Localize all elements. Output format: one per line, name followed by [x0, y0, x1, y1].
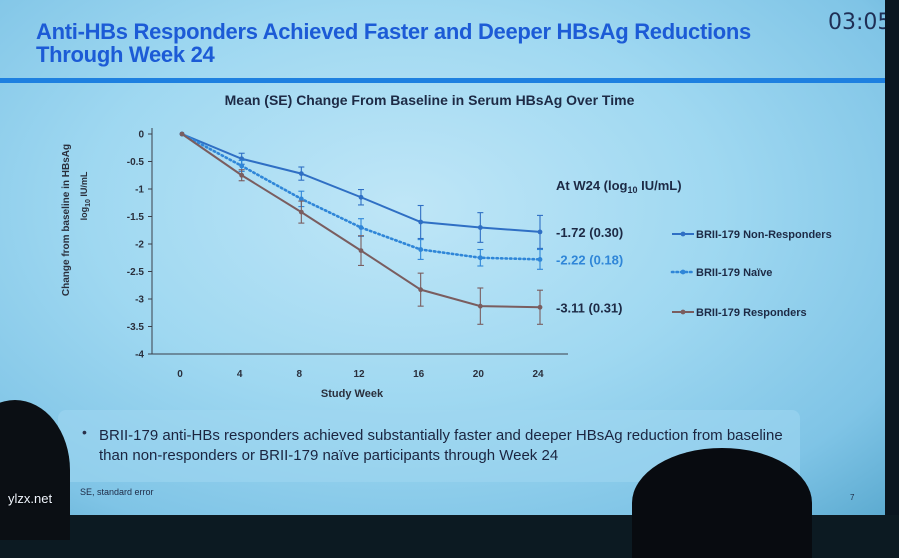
data-point [358, 225, 364, 230]
x-tick-label: 4 [237, 369, 243, 380]
bullet-marker: • [82, 424, 87, 440]
y-tick-label: -1.5 [127, 212, 145, 223]
page-number: 7 [850, 493, 855, 502]
x-tick-label: 16 [413, 369, 425, 380]
data-point [477, 303, 483, 309]
footnote: SE, standard error [80, 487, 154, 497]
legend-entry: BRII-179 Naïve [670, 267, 772, 279]
data-point [298, 196, 304, 202]
x-tick-label: 0 [177, 369, 183, 380]
data-point [537, 304, 543, 310]
series-naive [179, 131, 543, 270]
data-point [239, 163, 245, 169]
chart-title: Mean (SE) Change From Baseline in Serum … [224, 92, 635, 108]
y-tick-label: 0 [138, 130, 144, 141]
hbsag-line-chart: 0 -0.5 -1 -1.5 -2 -2.5 -3 -3.5 -4 0 4 8 12 16 20 24 Stud… [61, 128, 832, 400]
w24-annotation-header: At W24 (log10 IU/mL) [556, 178, 682, 195]
legend-label: BRII-179 Responders [696, 307, 807, 319]
data-point [418, 219, 424, 225]
title-divider [0, 78, 899, 83]
y-tick-label: -1 [135, 185, 144, 196]
data-point [418, 287, 424, 293]
data-point [358, 248, 364, 254]
watermark: ylzx.net [8, 491, 53, 506]
w24-value-label: -3.11 (0.31) [556, 300, 623, 315]
data-point [537, 257, 543, 262]
data-point [477, 225, 483, 230]
x-tick-label: 8 [297, 369, 303, 380]
legend-label: BRII-179 Naïve [696, 267, 772, 279]
legend-label: BRII-179 Non-Responders [696, 229, 832, 241]
data-point [358, 194, 364, 200]
legend-marker [680, 231, 686, 237]
data-point [477, 255, 483, 261]
series-line [181, 133, 541, 233]
w24-value-label: -1.72 (0.30) [556, 225, 623, 240]
x-tick-label: 12 [353, 369, 365, 380]
clock-timer: 03:05 [828, 10, 892, 35]
y-tick-label: -3 [135, 295, 144, 306]
screen-edge [885, 0, 899, 515]
y-tick-label: -2.5 [127, 267, 145, 278]
chart-axes: 0 -0.5 -1 -1.5 -2 -2.5 -3 -3.5 -4 0 4 8 12 16 20 24 Stud… [61, 128, 568, 400]
x-tick-label: 20 [473, 369, 485, 380]
audience-head-right [632, 448, 812, 558]
data-point [537, 229, 543, 235]
data-point [418, 247, 424, 252]
legend-entry: BRII-179 Non-Responders [672, 229, 832, 241]
chart-series [179, 131, 543, 325]
w24-value-label: -2.22 (0.18) [556, 252, 623, 267]
chart-labels: At W24 (log10 IU/mL) -1.72 (0.30) BRII-179… [556, 178, 832, 319]
series-responders [179, 131, 543, 325]
bullet-text: BRII-179 anti-HBs responders achieved su… [99, 427, 783, 464]
y-tick-label: -0.5 [127, 157, 145, 168]
x-axis-title: Study Week [321, 388, 384, 400]
y-tick-label: -3.5 [127, 322, 145, 333]
legend-marker [680, 309, 686, 315]
y-axis-title: Change from baseline in HBsAg [61, 144, 72, 296]
y-tick-label: -2 [135, 240, 144, 251]
legend-entry: BRII-179 Responders [672, 307, 807, 319]
y-axis-unit: log10 IU/mL [79, 171, 92, 220]
x-tick-label: 24 [532, 369, 544, 380]
slide-title: Anti-HBs Responders Achieved Faster and … [36, 19, 751, 67]
y-tick-label: -4 [135, 350, 144, 361]
data-point [239, 172, 245, 178]
data-point [298, 171, 304, 177]
legend-marker [680, 269, 686, 275]
data-point [179, 131, 185, 137]
data-point [298, 209, 304, 215]
